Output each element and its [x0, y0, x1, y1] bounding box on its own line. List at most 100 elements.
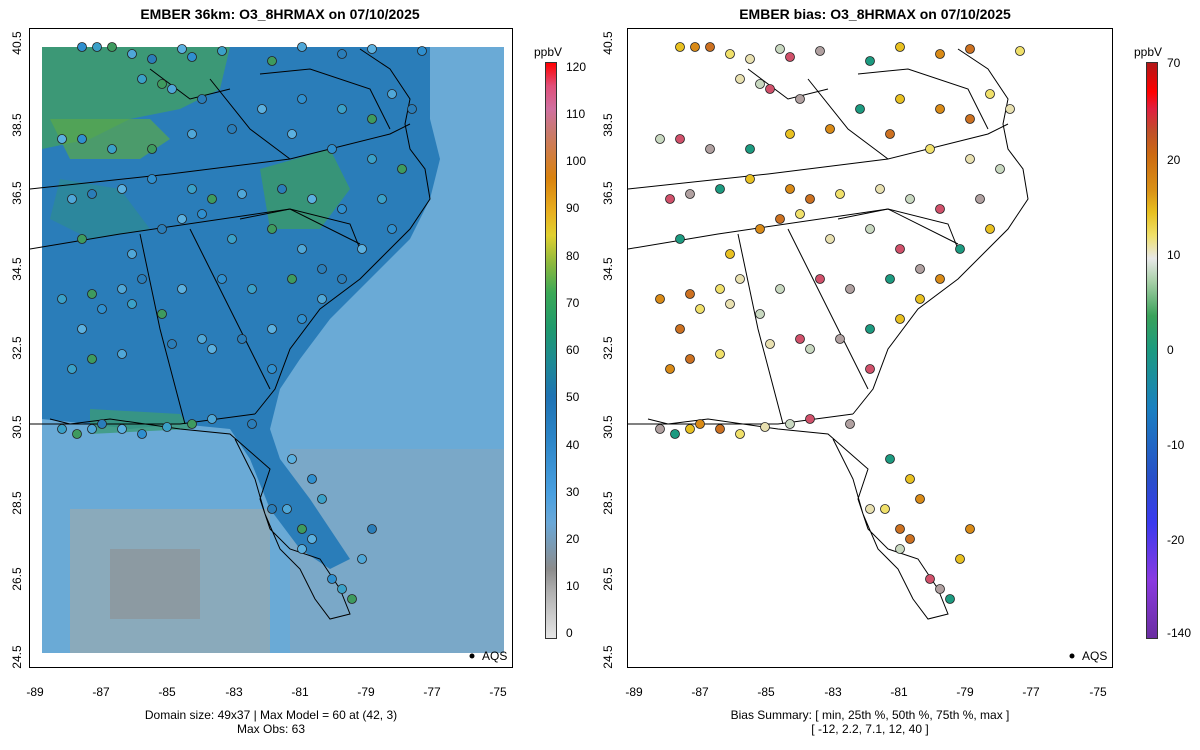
observation-marker	[257, 104, 267, 114]
observation-marker	[297, 94, 307, 104]
bias-ozone-map: AQS	[628, 42, 1107, 663]
observation-marker	[387, 89, 397, 99]
right-cbar-tick-label: 20	[1167, 153, 1181, 167]
observation-marker	[287, 129, 297, 139]
observation-marker	[905, 474, 915, 484]
observation-marker	[67, 194, 77, 204]
observation-marker	[695, 304, 705, 314]
observation-marker	[715, 424, 725, 434]
observation-marker	[57, 134, 67, 144]
observation-marker	[157, 79, 167, 89]
left-footer-max-obs: Max Obs: 63	[236, 722, 306, 736]
left-cbar-tick-label: 90	[566, 201, 580, 215]
right-cbar-tick-label: 10	[1167, 248, 1181, 262]
bias-observation-points	[655, 42, 1025, 604]
observation-marker	[725, 299, 735, 309]
observation-marker	[715, 349, 725, 359]
observation-marker	[675, 234, 685, 244]
observation-marker	[247, 419, 257, 429]
bias-aqs-legend-label: AQS	[1082, 649, 1107, 663]
left-cbar-tick-label: 110	[566, 107, 586, 121]
observation-marker	[217, 46, 227, 56]
observation-marker	[137, 274, 147, 284]
observation-marker	[775, 44, 785, 54]
observation-marker	[227, 124, 237, 134]
left-ytick: 36.5	[10, 181, 24, 205]
observation-marker	[715, 284, 725, 294]
right-cbar-tick-label: -140	[1167, 626, 1192, 640]
observation-marker	[87, 189, 97, 199]
observation-marker	[895, 314, 905, 324]
left-xtick: -85	[158, 685, 176, 699]
observation-marker	[1015, 46, 1025, 56]
observation-marker	[97, 304, 107, 314]
observation-marker	[775, 214, 785, 224]
left-xtick: -77	[423, 685, 441, 699]
observation-marker	[337, 49, 347, 59]
observation-marker	[735, 274, 745, 284]
right-ytick: 34.5	[601, 257, 615, 281]
right-xtick: -75	[1089, 685, 1107, 699]
observation-marker	[965, 114, 975, 124]
observation-marker	[367, 44, 377, 54]
model-state-boundaries	[30, 48, 431, 620]
observation-marker	[835, 189, 845, 199]
observation-marker	[765, 84, 775, 94]
left-xtick: -83	[225, 685, 243, 699]
observation-marker	[147, 174, 157, 184]
observation-marker	[317, 494, 327, 504]
right-ytick: 32.5	[601, 336, 615, 360]
observation-marker	[925, 144, 935, 154]
right-footer-bias-values: [ -12, 2.2, 7.1, 12, 40 ]	[811, 722, 929, 736]
observation-marker	[267, 56, 277, 66]
observation-marker	[367, 524, 377, 534]
observation-marker	[117, 284, 127, 294]
observation-marker	[705, 42, 715, 52]
observation-marker	[755, 224, 765, 234]
observation-marker	[127, 49, 137, 59]
left-cbar-tick-label: 80	[566, 249, 580, 263]
observation-marker	[187, 129, 197, 139]
observation-marker	[655, 294, 665, 304]
observation-marker	[655, 134, 665, 144]
observation-marker	[297, 544, 307, 554]
left-cbar-tick-label: 0	[566, 626, 573, 640]
observation-marker	[865, 504, 875, 514]
observation-marker	[675, 42, 685, 52]
observation-marker	[267, 324, 277, 334]
right-xtick: -81	[890, 685, 908, 699]
observation-marker	[855, 104, 865, 114]
left-xtick: -87	[92, 685, 110, 699]
right-ytick: 38.5	[601, 113, 615, 137]
observation-marker	[875, 184, 885, 194]
observation-marker	[685, 289, 695, 299]
left-ytick: 32.5	[10, 336, 24, 360]
left-ytick: 30.5	[10, 415, 24, 439]
left-cbar-tick-label: 30	[566, 485, 580, 499]
observation-marker	[775, 284, 785, 294]
right-map-title: EMBER bias: O3_8HRMAX on 07/10/2025	[739, 6, 1011, 22]
observation-marker	[297, 524, 307, 534]
left-cbar-tick-label: 50	[566, 390, 580, 404]
observation-marker	[147, 54, 157, 64]
observation-marker	[237, 334, 247, 344]
observation-marker	[805, 414, 815, 424]
observation-marker	[107, 42, 117, 52]
observation-marker	[995, 164, 1005, 174]
observation-marker	[935, 104, 945, 114]
observation-marker	[895, 42, 905, 52]
observation-marker	[975, 194, 985, 204]
observation-marker	[895, 94, 905, 104]
observation-marker	[745, 144, 755, 154]
right-ytick: 40.5	[601, 31, 615, 55]
observation-marker	[755, 309, 765, 319]
observation-marker	[685, 189, 695, 199]
observation-marker	[795, 209, 805, 219]
observation-marker	[267, 504, 277, 514]
observation-marker	[725, 249, 735, 259]
observation-marker	[725, 49, 735, 59]
observation-marker	[137, 429, 147, 439]
observation-marker	[905, 194, 915, 204]
observation-marker	[745, 174, 755, 184]
left-ytick: 38.5	[10, 113, 24, 137]
